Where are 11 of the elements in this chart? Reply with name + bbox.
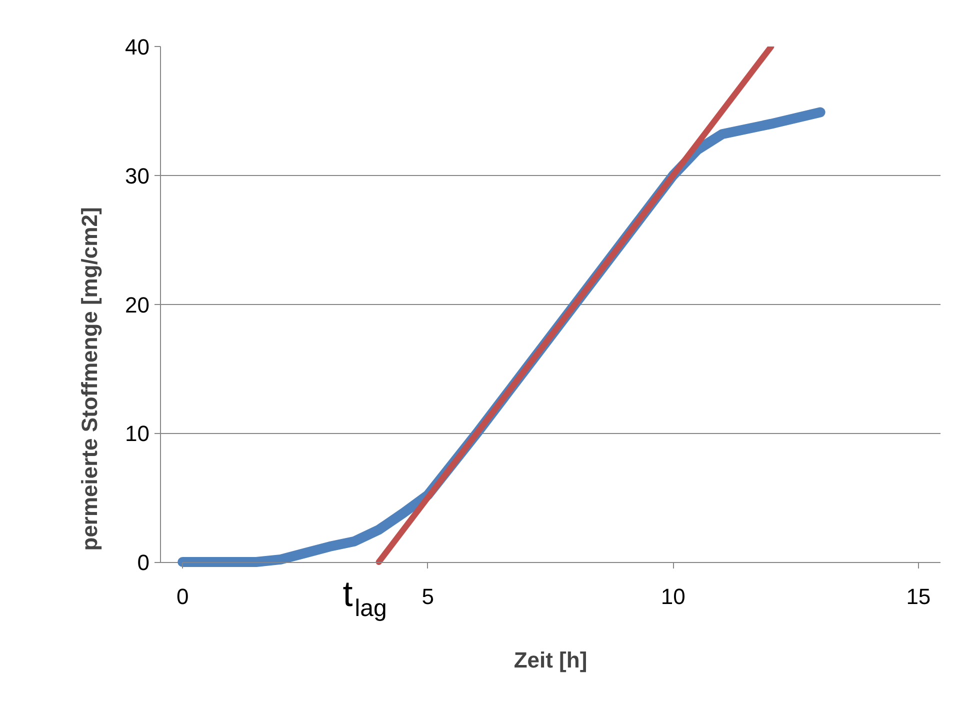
x-tick-label: 0 [176, 584, 189, 610]
x-tick-label: 15 [906, 584, 931, 610]
y-tick-label: 0 [137, 550, 150, 576]
y-tick-label: 10 [125, 421, 150, 446]
y-tick-label: 40 [125, 34, 150, 60]
x-tick-label: 5 [422, 584, 434, 610]
y-axis-title: permeierte Stoffmenge [mg/cm2] [77, 207, 102, 551]
y-tick-label: 30 [125, 163, 150, 188]
x-tick-label: 10 [660, 584, 686, 610]
x-axis-title: Zeit [h] [514, 648, 588, 672]
y-tick-label: 20 [125, 292, 150, 318]
